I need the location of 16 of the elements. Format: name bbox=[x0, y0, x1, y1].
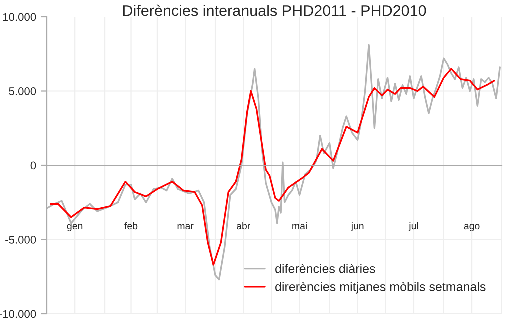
x-tick-label: jun bbox=[351, 222, 364, 232]
y-tick-label: 0 bbox=[30, 162, 36, 170]
chart-title: Diferències interanuals PHD2011 - PHD2010 bbox=[123, 4, 426, 16]
x-tick-label: gen bbox=[67, 224, 83, 232]
line-series bbox=[50, 68, 496, 266]
y-tick-label: -5.000 bbox=[6, 236, 36, 244]
y-tick-label: 5.000 bbox=[9, 88, 36, 96]
x-tick-label: mai bbox=[292, 222, 307, 230]
y-tick-label: 10.000 bbox=[3, 13, 36, 22]
x-tick-label: mar bbox=[178, 224, 194, 230]
x-tick-label: abr bbox=[236, 222, 250, 230]
legend-label: direrències mitjanes mòbils setmanals bbox=[276, 282, 486, 294]
x-tick-label: ago bbox=[464, 224, 480, 232]
legend-label: diferències diàries bbox=[276, 264, 376, 274]
x-tick-label: jul bbox=[408, 222, 418, 232]
x-tick-label: feb bbox=[124, 222, 138, 230]
